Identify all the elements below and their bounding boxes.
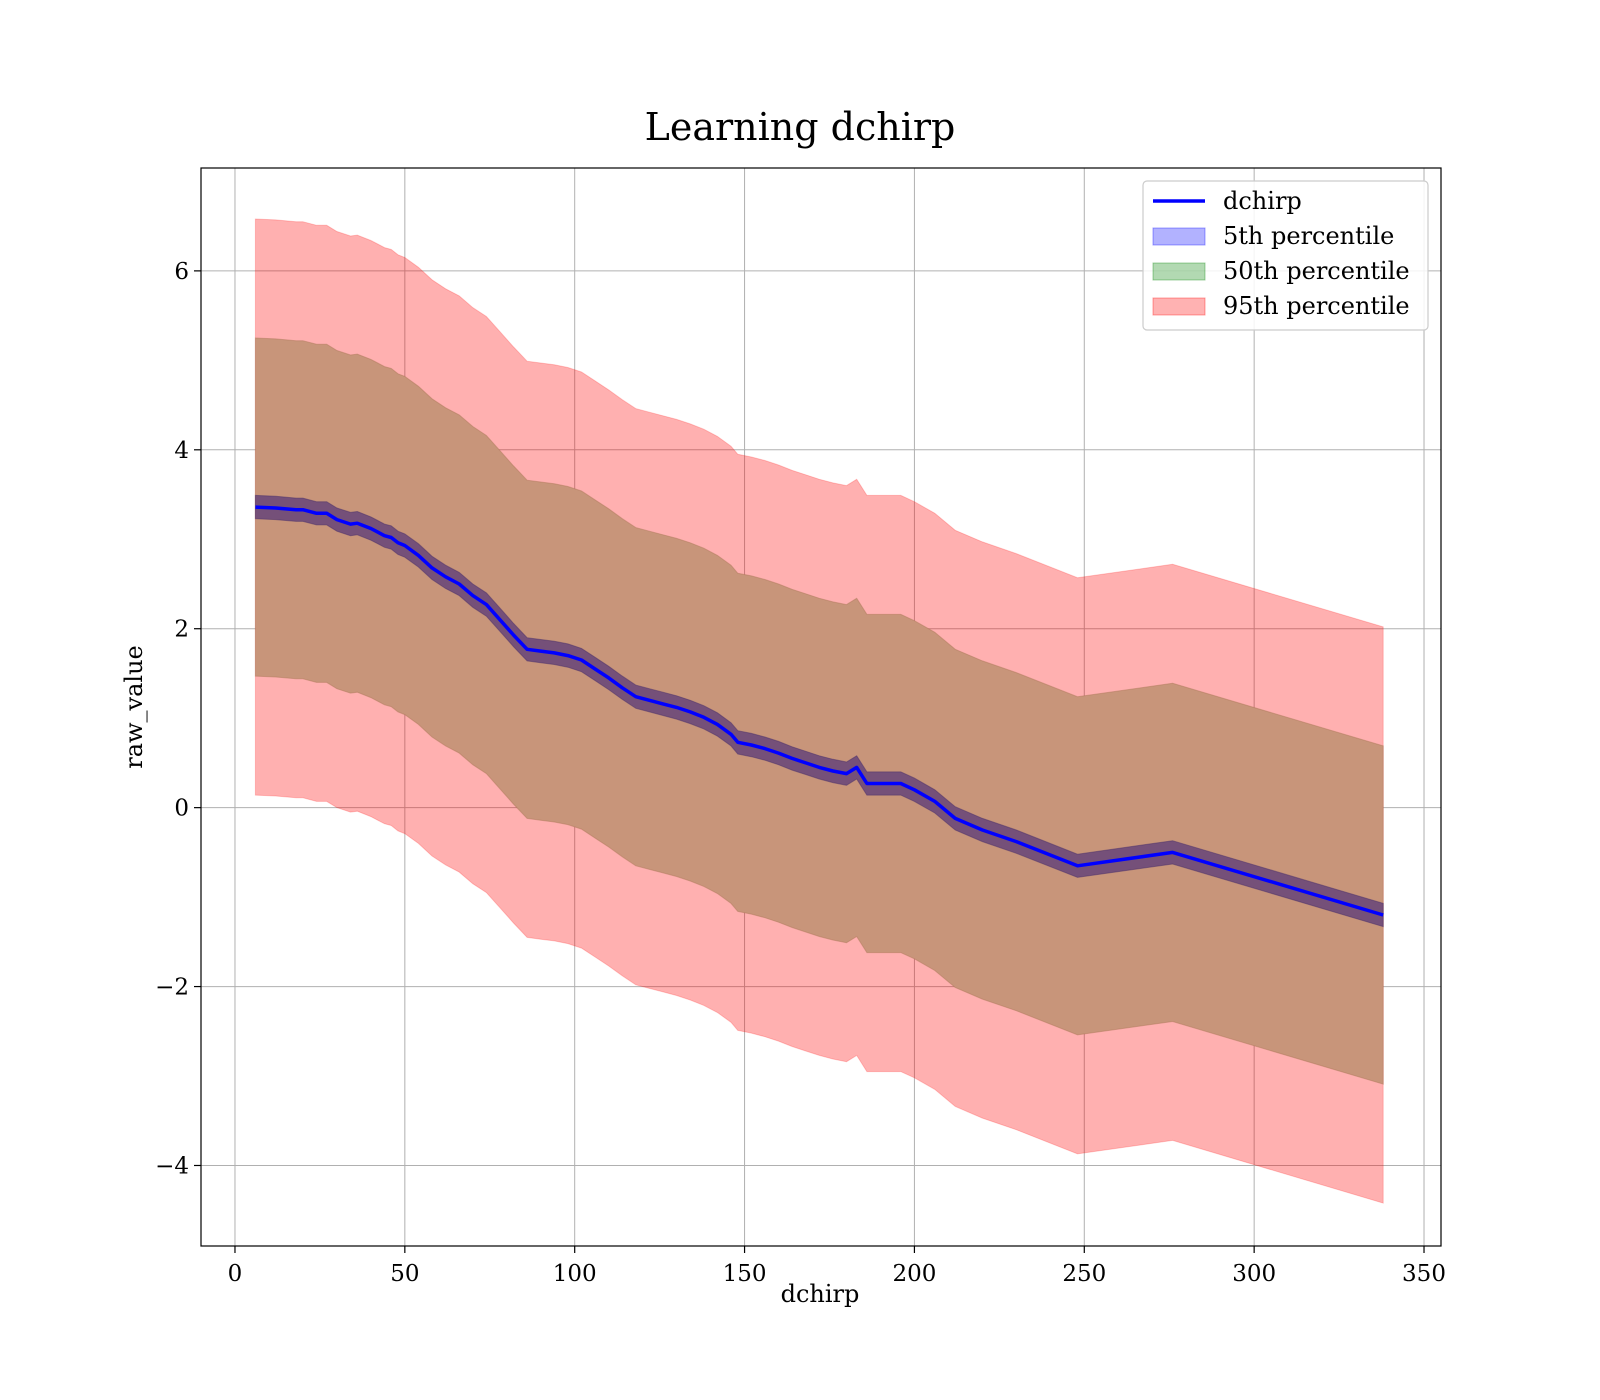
legend-5th-label: 5th percentile	[1223, 222, 1394, 250]
x-tick-label: 100	[553, 1261, 597, 1287]
band-50th-percentile	[254, 337, 1384, 1085]
x-tick-label: 0	[228, 1261, 243, 1287]
x-tick-label: 350	[1402, 1261, 1446, 1287]
legend-95th-label: 95th percentile	[1223, 292, 1410, 320]
legend-50th-label: 50th percentile	[1223, 257, 1410, 285]
y-tick-label: −4	[155, 1153, 189, 1179]
x-tick-label: 50	[390, 1261, 419, 1287]
band-5th-percentile	[254, 494, 1384, 928]
plot-area: 0 50 100 150 200 250 300 350 −4 −2 0 2 4 6	[155, 168, 1446, 1287]
y-tick-label: 2	[174, 617, 189, 643]
legend-box	[1142, 180, 1429, 331]
y-tick-label: 0	[174, 796, 189, 822]
plot-frame	[200, 167, 1442, 1247]
legend: dchirp 5th percentile 50th percentile 95…	[1142, 180, 1429, 331]
chart-title: Learning dchirp	[645, 105, 956, 149]
x-tick-label: 150	[723, 1261, 767, 1287]
x-tick-label: 200	[892, 1261, 936, 1287]
y-tick-label: 6	[174, 259, 189, 285]
dchirp-series-line	[255, 505, 1384, 917]
legend-95th-swatch	[1152, 297, 1206, 316]
y-axis-label: raw_value	[120, 645, 148, 769]
y-tick-label: −2	[155, 975, 189, 1001]
y-tick-label: 4	[174, 438, 189, 464]
x-tick-label: 250	[1062, 1261, 1106, 1287]
legend-dchirp-label: dchirp	[1223, 187, 1302, 215]
x-tick-label: 300	[1232, 1261, 1276, 1287]
legend-5th-swatch	[1152, 227, 1206, 246]
legend-50th-swatch	[1152, 262, 1206, 281]
x-axis-label: dchirp	[781, 1280, 860, 1308]
